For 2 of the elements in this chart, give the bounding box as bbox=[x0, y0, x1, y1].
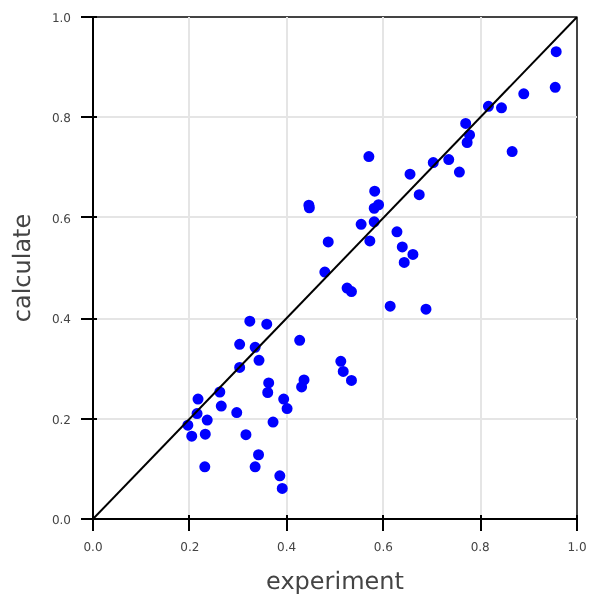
x-axis-title: experiment bbox=[266, 567, 405, 595]
y-axis-title: calculate bbox=[7, 213, 36, 323]
